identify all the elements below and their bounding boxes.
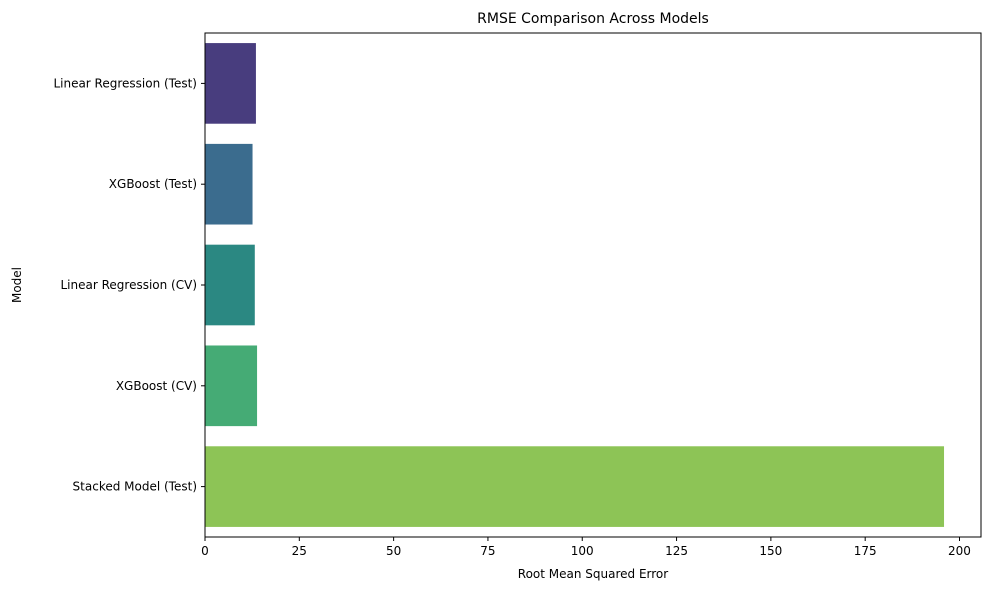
x-tick-label: 0 [201,544,209,558]
x-tick-label: 50 [386,544,401,558]
x-tick-label: 100 [571,544,594,558]
bar [205,244,255,326]
x-ticks-group: 0 25 50 75 100 125 150 175 200 [201,537,971,558]
x-tick-label: 25 [292,544,307,558]
x-tick-label: 75 [480,544,495,558]
bar [205,143,253,225]
x-tick-label: 150 [759,544,782,558]
y-tick-label: Linear Regression (Test) [53,76,197,90]
x-tick-label: 200 [948,544,971,558]
bar [205,345,258,427]
x-axis-title: Root Mean Squared Error [518,567,669,581]
y-ticks-group: Linear Regression (Test) XGBoost (Test) Li… [53,76,205,494]
x-tick-label: 175 [854,544,877,558]
bar [205,43,256,124]
y-tick-label: Stacked Model (Test) [73,480,197,494]
bar [205,446,945,527]
y-tick-label: XGBoost (Test) [109,177,197,191]
y-axis-title: Model [10,267,24,303]
y-tick-label: XGBoost (CV) [116,379,197,393]
chart-title: RMSE Comparison Across Models [477,11,709,27]
y-tick-label: Linear Regression (CV) [60,278,197,292]
x-tick-label: 125 [665,544,688,558]
bars-group [205,43,945,527]
